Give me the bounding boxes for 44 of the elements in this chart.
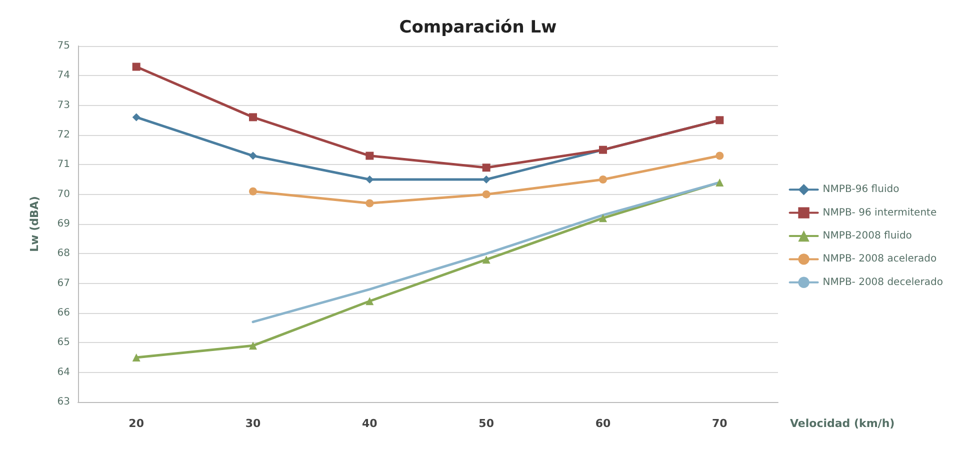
y-tick-label: 63: [57, 396, 70, 408]
point: [249, 187, 257, 196]
x-tick-label: 30: [245, 417, 261, 430]
legend-label: NMPB- 2008 acelerado: [822, 254, 937, 265]
point: [716, 152, 724, 160]
y-tick-label: 66: [57, 308, 70, 318]
point: [482, 190, 490, 198]
point: [366, 152, 374, 160]
point: [599, 176, 607, 184]
point: [249, 152, 257, 160]
point: [716, 178, 724, 186]
x-tick-label: 20: [128, 417, 144, 430]
point: [366, 199, 374, 208]
y-tick-label: 71: [57, 159, 70, 170]
point: [249, 113, 257, 122]
y-tick-label: 74: [57, 70, 70, 82]
y-tick-label: 69: [57, 218, 70, 230]
point: [599, 214, 607, 222]
x-axis-title: Velocidad (km/h): [790, 417, 895, 430]
y-axis-title: Lw (dBA): [28, 196, 41, 252]
chart-title: Comparación Lw: [399, 18, 558, 38]
point: [366, 297, 374, 306]
legend-label: NMPB- 2008 decelerado: [822, 276, 944, 288]
y-tick-label: 64: [57, 366, 70, 378]
x-tick-label: 40: [362, 417, 378, 430]
y-tick-label: 75: [57, 40, 70, 52]
x-tick-label: 60: [595, 417, 611, 430]
point: [482, 164, 490, 172]
legend-label: NMPB-2008 fluido: [822, 230, 912, 242]
x-tick-label: 50: [478, 417, 494, 430]
point: [482, 256, 490, 264]
y-tick-label: 67: [57, 278, 70, 289]
x-tick-label: 70: [712, 417, 728, 430]
point: [249, 342, 257, 350]
y-tick-label: 72: [57, 130, 70, 140]
y-tick-label: 68: [57, 248, 70, 260]
y-tick-label: 73: [57, 100, 70, 111]
legend-label: NMPB-96 fluido: [822, 184, 900, 196]
y-tick-label: 65: [57, 337, 70, 348]
point: [132, 113, 140, 122]
legend-label: NMPB- 96 intermitente: [822, 207, 937, 218]
point: [132, 62, 140, 71]
y-tick-label: 70: [57, 188, 70, 200]
point: [132, 354, 140, 362]
